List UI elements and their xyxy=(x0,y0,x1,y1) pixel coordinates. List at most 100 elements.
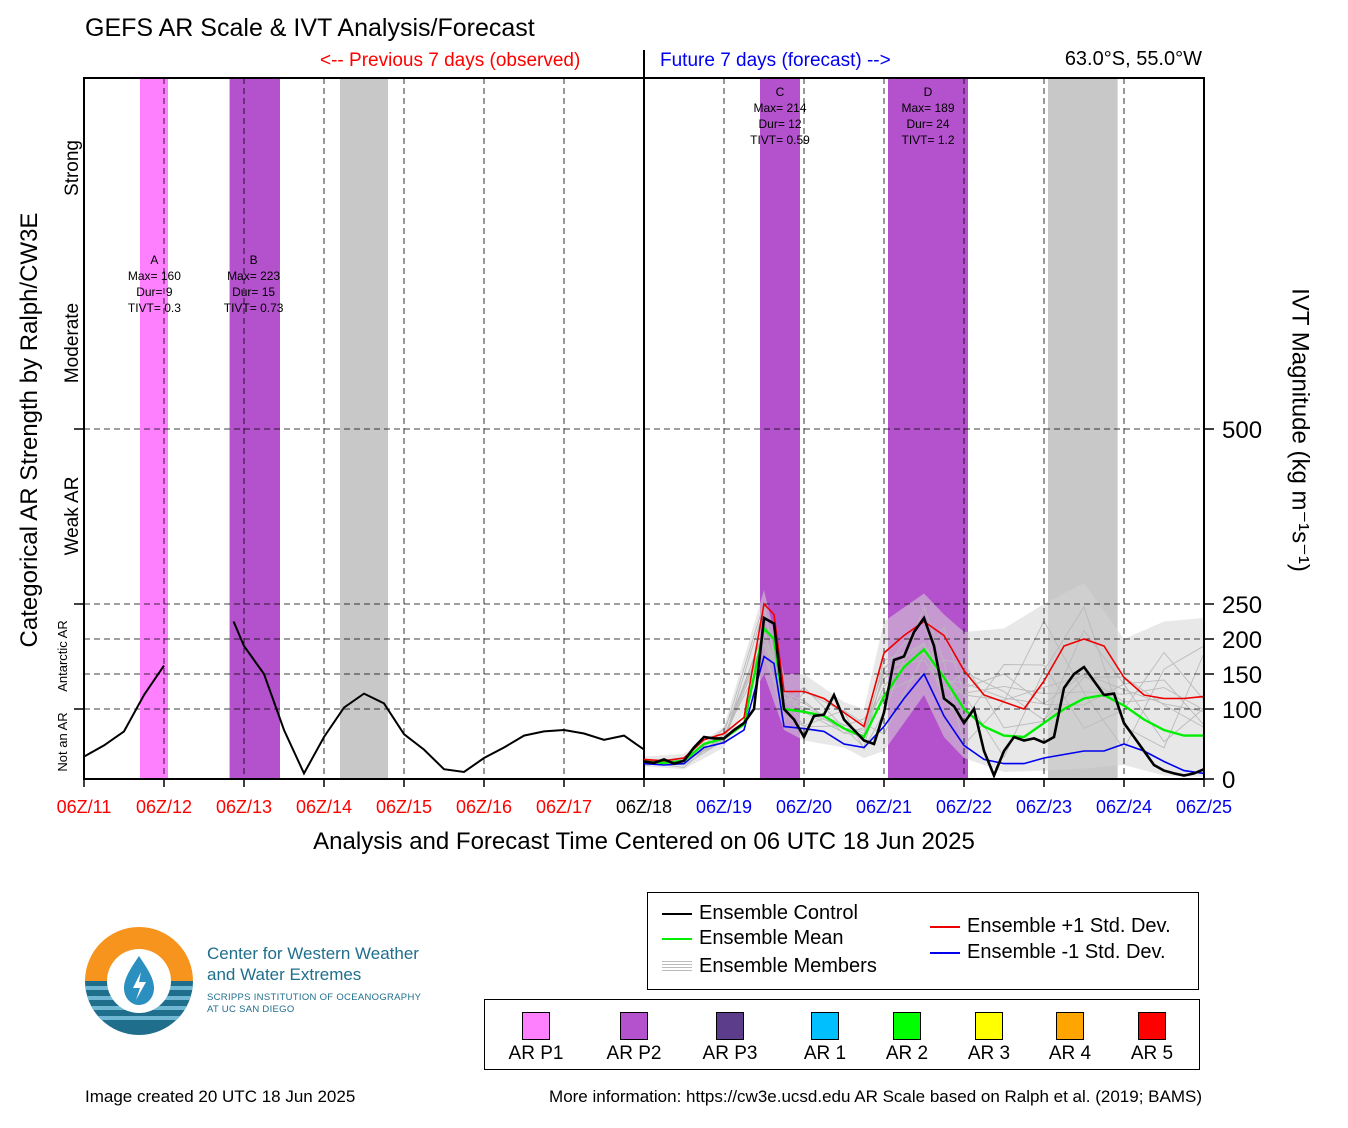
ar-legend-item: AR P1 xyxy=(491,1012,581,1065)
ar-event-annotation: Dur= 15 xyxy=(232,285,275,299)
line-legend: Ensemble Control Ensemble Mean Ensemble … xyxy=(647,892,1199,990)
x-tick-label: 06Z/21 xyxy=(856,797,912,817)
org-name-line1: Center for Western Weather xyxy=(207,944,419,963)
ar-swatch-5 xyxy=(975,1012,1003,1040)
legend-minus-std-swatch xyxy=(930,951,960,954)
footer-more-info: More information: https://cw3e.ucsd.edu … xyxy=(549,1087,1202,1106)
category-label: Strong xyxy=(62,140,83,196)
category-label: Antarctic AR xyxy=(55,620,70,692)
y-tick-label: 100 xyxy=(1222,697,1262,724)
observed-ivt-line xyxy=(232,621,645,776)
ar-event-annotation: Dur= 24 xyxy=(906,117,949,131)
ar-legend-label: AR P1 xyxy=(508,1043,564,1064)
ar-event-annotation: A xyxy=(150,253,158,267)
y-tick-label: 150 xyxy=(1222,662,1262,689)
y-tick-label: 200 xyxy=(1222,627,1262,654)
ar-scale-legend: AR P1 AR P2 AR P3 AR 1 AR 2 AR 3 AR 4 AR… xyxy=(484,999,1200,1070)
x-tick-label: 06Z/24 xyxy=(1096,797,1152,817)
ar-swatch-3 xyxy=(811,1012,839,1040)
x-tick-label: 06Z/13 xyxy=(216,797,272,817)
x-tick-label: 06Z/18 xyxy=(616,797,672,817)
cw3e-logo xyxy=(85,927,193,1035)
ar-event-annotation: Dur= 9 xyxy=(136,285,173,299)
legend-plus-std: Ensemble +1 Std. Dev. xyxy=(930,915,1171,938)
legend-mean-label: Ensemble Mean xyxy=(699,927,844,949)
legend-plus-std-label: Ensemble +1 Std. Dev. xyxy=(967,915,1171,937)
legend-plus-std-swatch xyxy=(930,925,960,928)
x-tick-label: 06Z/17 xyxy=(536,797,592,817)
x-tick-label: 06Z/20 xyxy=(776,797,832,817)
x-tick-label: 06Z/11 xyxy=(57,797,112,817)
y-axis-label-left: Categorical AR Strength by Ralph/CW3E xyxy=(16,212,43,648)
ar-event-annotation: TIVT= 1.2 xyxy=(901,133,954,147)
x-tick-label: 06Z/25 xyxy=(1176,797,1232,817)
shaded-period xyxy=(340,78,388,779)
ar-event-annotation: TIVT= 0.59 xyxy=(750,133,810,147)
ar-swatch-2 xyxy=(716,1012,744,1040)
org-name-line2: and Water Extremes xyxy=(207,965,362,984)
legend-members-swatch xyxy=(662,960,692,973)
observed-ivt-line xyxy=(83,665,165,758)
x-tick-label: 06Z/12 xyxy=(136,797,192,817)
ar-legend-item: AR 3 xyxy=(944,1012,1034,1065)
ar-legend-item: AR 4 xyxy=(1025,1012,1115,1065)
ensemble-member-line xyxy=(643,602,1205,768)
ar-legend-label: AR 5 xyxy=(1130,1043,1174,1064)
ar-event-annotation: TIVT= 0.73 xyxy=(224,301,284,315)
future-period-label: Future 7 days (forecast) --> xyxy=(660,50,891,71)
y-tick-label: 0 xyxy=(1222,767,1235,794)
x-axis-label: Analysis and Forecast Time Centered on 0… xyxy=(313,828,975,855)
ar-event-annotation: Max= 160 xyxy=(128,269,181,283)
footer-created: Image created 20 UTC 18 Jun 2025 xyxy=(85,1087,356,1106)
x-tick-label: 06Z/15 xyxy=(376,797,432,817)
ar-legend-item: AR 2 xyxy=(862,1012,952,1065)
ar-legend-item: AR P3 xyxy=(685,1012,775,1065)
ar-event-annotation: Max= 189 xyxy=(901,101,954,115)
series-line-minus_std xyxy=(643,655,1205,775)
x-tick-label: 06Z/19 xyxy=(696,797,752,817)
category-label: Not an AR xyxy=(55,712,70,771)
org-sub-line1: SCRIPPS INSTITUTION OF OCEANOGRAPHY xyxy=(207,992,422,1003)
ar-event-annotation: D xyxy=(924,85,933,99)
ar-legend-label: AR 1 xyxy=(803,1043,847,1064)
ar-event-annotation: B xyxy=(250,253,258,267)
series-line-plus_std xyxy=(643,602,1205,762)
y-tick-label: 250 xyxy=(1222,592,1262,619)
legend-minus-std-label: Ensemble -1 Std. Dev. xyxy=(967,941,1166,963)
series-line-control xyxy=(643,615,1205,779)
category-label: Moderate xyxy=(62,303,83,383)
ar-legend-item: AR 5 xyxy=(1107,1012,1197,1065)
ar-swatch-7 xyxy=(1138,1012,1166,1040)
previous-period-label: <-- Previous 7 days (observed) xyxy=(320,50,581,71)
y-axis-label-right: IVT Magnitude (kg m⁻¹s⁻¹) xyxy=(1286,288,1314,572)
ar-event-annotation: TIVT= 0.3 xyxy=(128,301,181,315)
shaded-period xyxy=(140,78,168,779)
x-tick-label: 06Z/16 xyxy=(456,797,512,817)
org-name: Center for Western Weather and Water Ext… xyxy=(207,943,419,985)
ar-event-annotation: Max= 223 xyxy=(227,269,280,283)
ar-event-annotation: Dur= 12 xyxy=(758,117,801,131)
legend-members: Ensemble Members xyxy=(662,955,877,978)
y-tick-label: 500 xyxy=(1222,417,1262,444)
legend-mean: Ensemble Mean xyxy=(662,927,844,950)
x-tick-label: 06Z/14 xyxy=(296,797,352,817)
ar-legend-item: AR 1 xyxy=(780,1012,870,1065)
ar-event-annotation: C xyxy=(776,85,785,99)
x-tick-label: 06Z/23 xyxy=(1016,797,1072,817)
ar-swatch-1 xyxy=(620,1012,648,1040)
ar-swatch-4 xyxy=(893,1012,921,1040)
ar-event-annotation: Max= 214 xyxy=(753,101,806,115)
org-subtitle: SCRIPPS INSTITUTION OF OCEANOGRAPHY AT U… xyxy=(207,992,421,1016)
ivt-chart: A Max= 160 Dur= 9 TIVT= 0.3 B Max= 223 Dur= 15… xyxy=(55,50,1262,817)
legend-control-swatch xyxy=(662,912,692,915)
ensemble-member-line xyxy=(643,607,1205,766)
legend-control-label: Ensemble Control xyxy=(699,902,858,924)
members-envelope xyxy=(644,583,1204,777)
ar-legend-item: AR P2 xyxy=(589,1012,679,1065)
legend-control: Ensemble Control xyxy=(662,902,858,925)
ar-legend-label: AR 4 xyxy=(1048,1043,1092,1064)
ar-legend-label: AR 2 xyxy=(885,1043,929,1064)
chart-title: GEFS AR Scale & IVT Analysis/Forecast xyxy=(85,14,535,42)
ar-swatch-6 xyxy=(1056,1012,1084,1040)
x-tick-label: 06Z/22 xyxy=(936,797,992,817)
